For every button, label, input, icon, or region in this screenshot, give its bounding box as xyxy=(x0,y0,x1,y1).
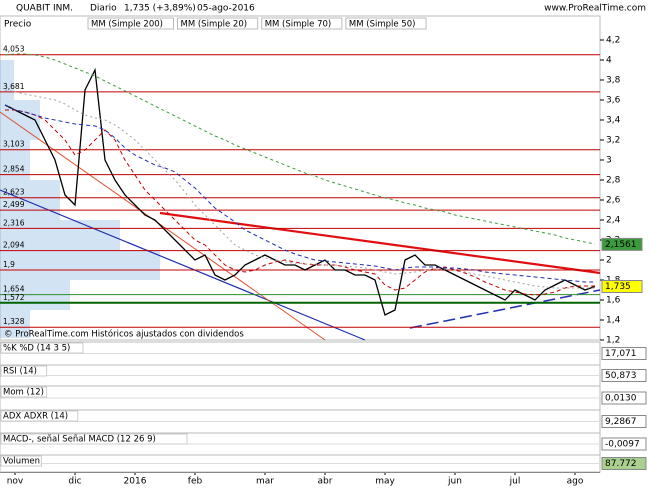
trendline xyxy=(159,211,601,275)
legend-entry: MM (Simple 20) xyxy=(181,20,248,30)
legend-box xyxy=(177,17,259,30)
indicator-value: -0,0097 xyxy=(605,440,640,450)
price-line xyxy=(4,67,596,316)
indicator-title-box xyxy=(0,386,48,398)
y-tick-label: 2 xyxy=(606,256,612,266)
trendline xyxy=(409,289,601,329)
indicator-title-box xyxy=(0,365,48,377)
y-tick-label: 3,6 xyxy=(606,96,621,106)
indicator-value: 0,0130 xyxy=(605,394,637,404)
moving-average xyxy=(4,53,596,245)
legend-box xyxy=(87,17,174,30)
indicator-value-box xyxy=(601,415,647,428)
header-date: 05-ago-2016 xyxy=(197,4,255,14)
watermark: © ProRealTime.com Históricos ajustados c… xyxy=(4,329,244,340)
x-tick-label: nov xyxy=(7,477,24,487)
x-tick-label: mar xyxy=(256,477,274,487)
x-tick-label: jun xyxy=(447,477,462,487)
x-axis-bar xyxy=(0,472,600,473)
moving-average xyxy=(5,109,595,296)
x-tick-label: 2016 xyxy=(124,477,147,487)
legend: MM (Simple 200) MM (Simple 20) MM (Simple … xyxy=(87,17,427,30)
last-value-box xyxy=(601,237,643,251)
x-tick-label: feb xyxy=(188,477,203,487)
x-tick-label: jul xyxy=(509,477,521,487)
indicator-value-box xyxy=(601,457,647,470)
header-quote: 1,735 (+3,89%) xyxy=(124,4,196,14)
last-value-label: 1,735 xyxy=(605,282,631,292)
price-panel xyxy=(0,15,601,341)
y-tick-label: 1,4 xyxy=(606,316,621,326)
x-tick-label: ago xyxy=(567,477,584,487)
x-tick-label: abr xyxy=(318,477,333,487)
indicator-value: 9,2867 xyxy=(605,417,637,427)
indicator-title-box xyxy=(0,342,84,354)
legend-entry: MM (Simple 70) xyxy=(265,20,332,30)
y-tick-label: 1,2 xyxy=(606,336,620,346)
level-label: 1,572 xyxy=(3,293,25,302)
level-label: 2,854 xyxy=(3,165,25,174)
y-tick-label: 2,4 xyxy=(606,216,621,226)
indicator-value-box xyxy=(601,369,647,382)
y-tick-label: 1,6 xyxy=(606,296,621,306)
indicator-value-box xyxy=(601,391,647,405)
legend-entry: MM (Simple 200) xyxy=(91,20,163,30)
legend-box xyxy=(261,17,343,30)
x-tick-label: dic xyxy=(68,477,81,487)
indicator-title: RSI (14) xyxy=(3,367,37,377)
indicator-title: %K %D (14 3 5) xyxy=(3,344,70,354)
header-site: www.ProRealTime.com xyxy=(544,4,646,14)
indicator-value-box xyxy=(601,437,647,451)
indicator-value: 17,071 xyxy=(605,349,637,359)
y-tick-label: 2,8 xyxy=(606,176,621,186)
indicator-title: ADX ADXR (14) xyxy=(3,412,68,422)
legend-entry: MM (Simple 50) xyxy=(349,20,416,30)
indicator-title: Mom (12) xyxy=(3,388,44,398)
y-tick-label: 3,8 xyxy=(606,76,621,86)
last-value-label: 2,1561 xyxy=(605,240,637,250)
y-tick-label: 3,2 xyxy=(606,136,620,146)
indicator-title-box xyxy=(0,433,188,445)
indicator-title-box xyxy=(0,455,42,467)
volume-profile xyxy=(0,60,160,338)
legend-box xyxy=(345,17,427,30)
x-tick-label: may xyxy=(375,477,395,487)
indicator-panels: %K %D (14 3 5) 17,071 RSI (14) 50,873 Mom (1… xyxy=(0,341,647,473)
level-label: 1,654 xyxy=(3,285,25,294)
level-label: 1,9 xyxy=(3,260,15,269)
y-tick-label: 2,6 xyxy=(606,196,621,206)
indicator-value: 87.772 xyxy=(605,459,637,469)
level-label: 3,681 xyxy=(3,82,25,91)
level-label: 3,103 xyxy=(3,140,25,149)
level-label: 2,499 xyxy=(3,200,25,209)
level-label: 1,328 xyxy=(3,317,25,326)
header-title: QUABIT INM. xyxy=(16,4,73,14)
indicator-title-box xyxy=(0,410,79,422)
y-tick-label: 3 xyxy=(606,156,612,166)
level-label: 4,053 xyxy=(3,45,25,54)
level-label: 2,316 xyxy=(3,218,25,227)
moving-average xyxy=(4,104,595,283)
indicator-value: 50,873 xyxy=(605,371,637,381)
y-tick-label: 4,2 xyxy=(606,36,620,46)
indicator-value-box xyxy=(601,347,647,360)
indicator-title: Volumen xyxy=(3,457,40,467)
trendline xyxy=(0,189,366,341)
level-label: 2,094 xyxy=(3,241,25,250)
indicator-title: MACD-, señal Señal MACD (12 26 9) xyxy=(3,435,156,445)
panel-label: Precio xyxy=(4,20,32,30)
last-value-box xyxy=(601,280,643,293)
y-tick-label: 3,4 xyxy=(606,116,621,126)
header-period: Diario xyxy=(90,4,117,14)
y-tick-label: 4 xyxy=(606,56,612,66)
level-label: 2,623 xyxy=(3,188,25,197)
